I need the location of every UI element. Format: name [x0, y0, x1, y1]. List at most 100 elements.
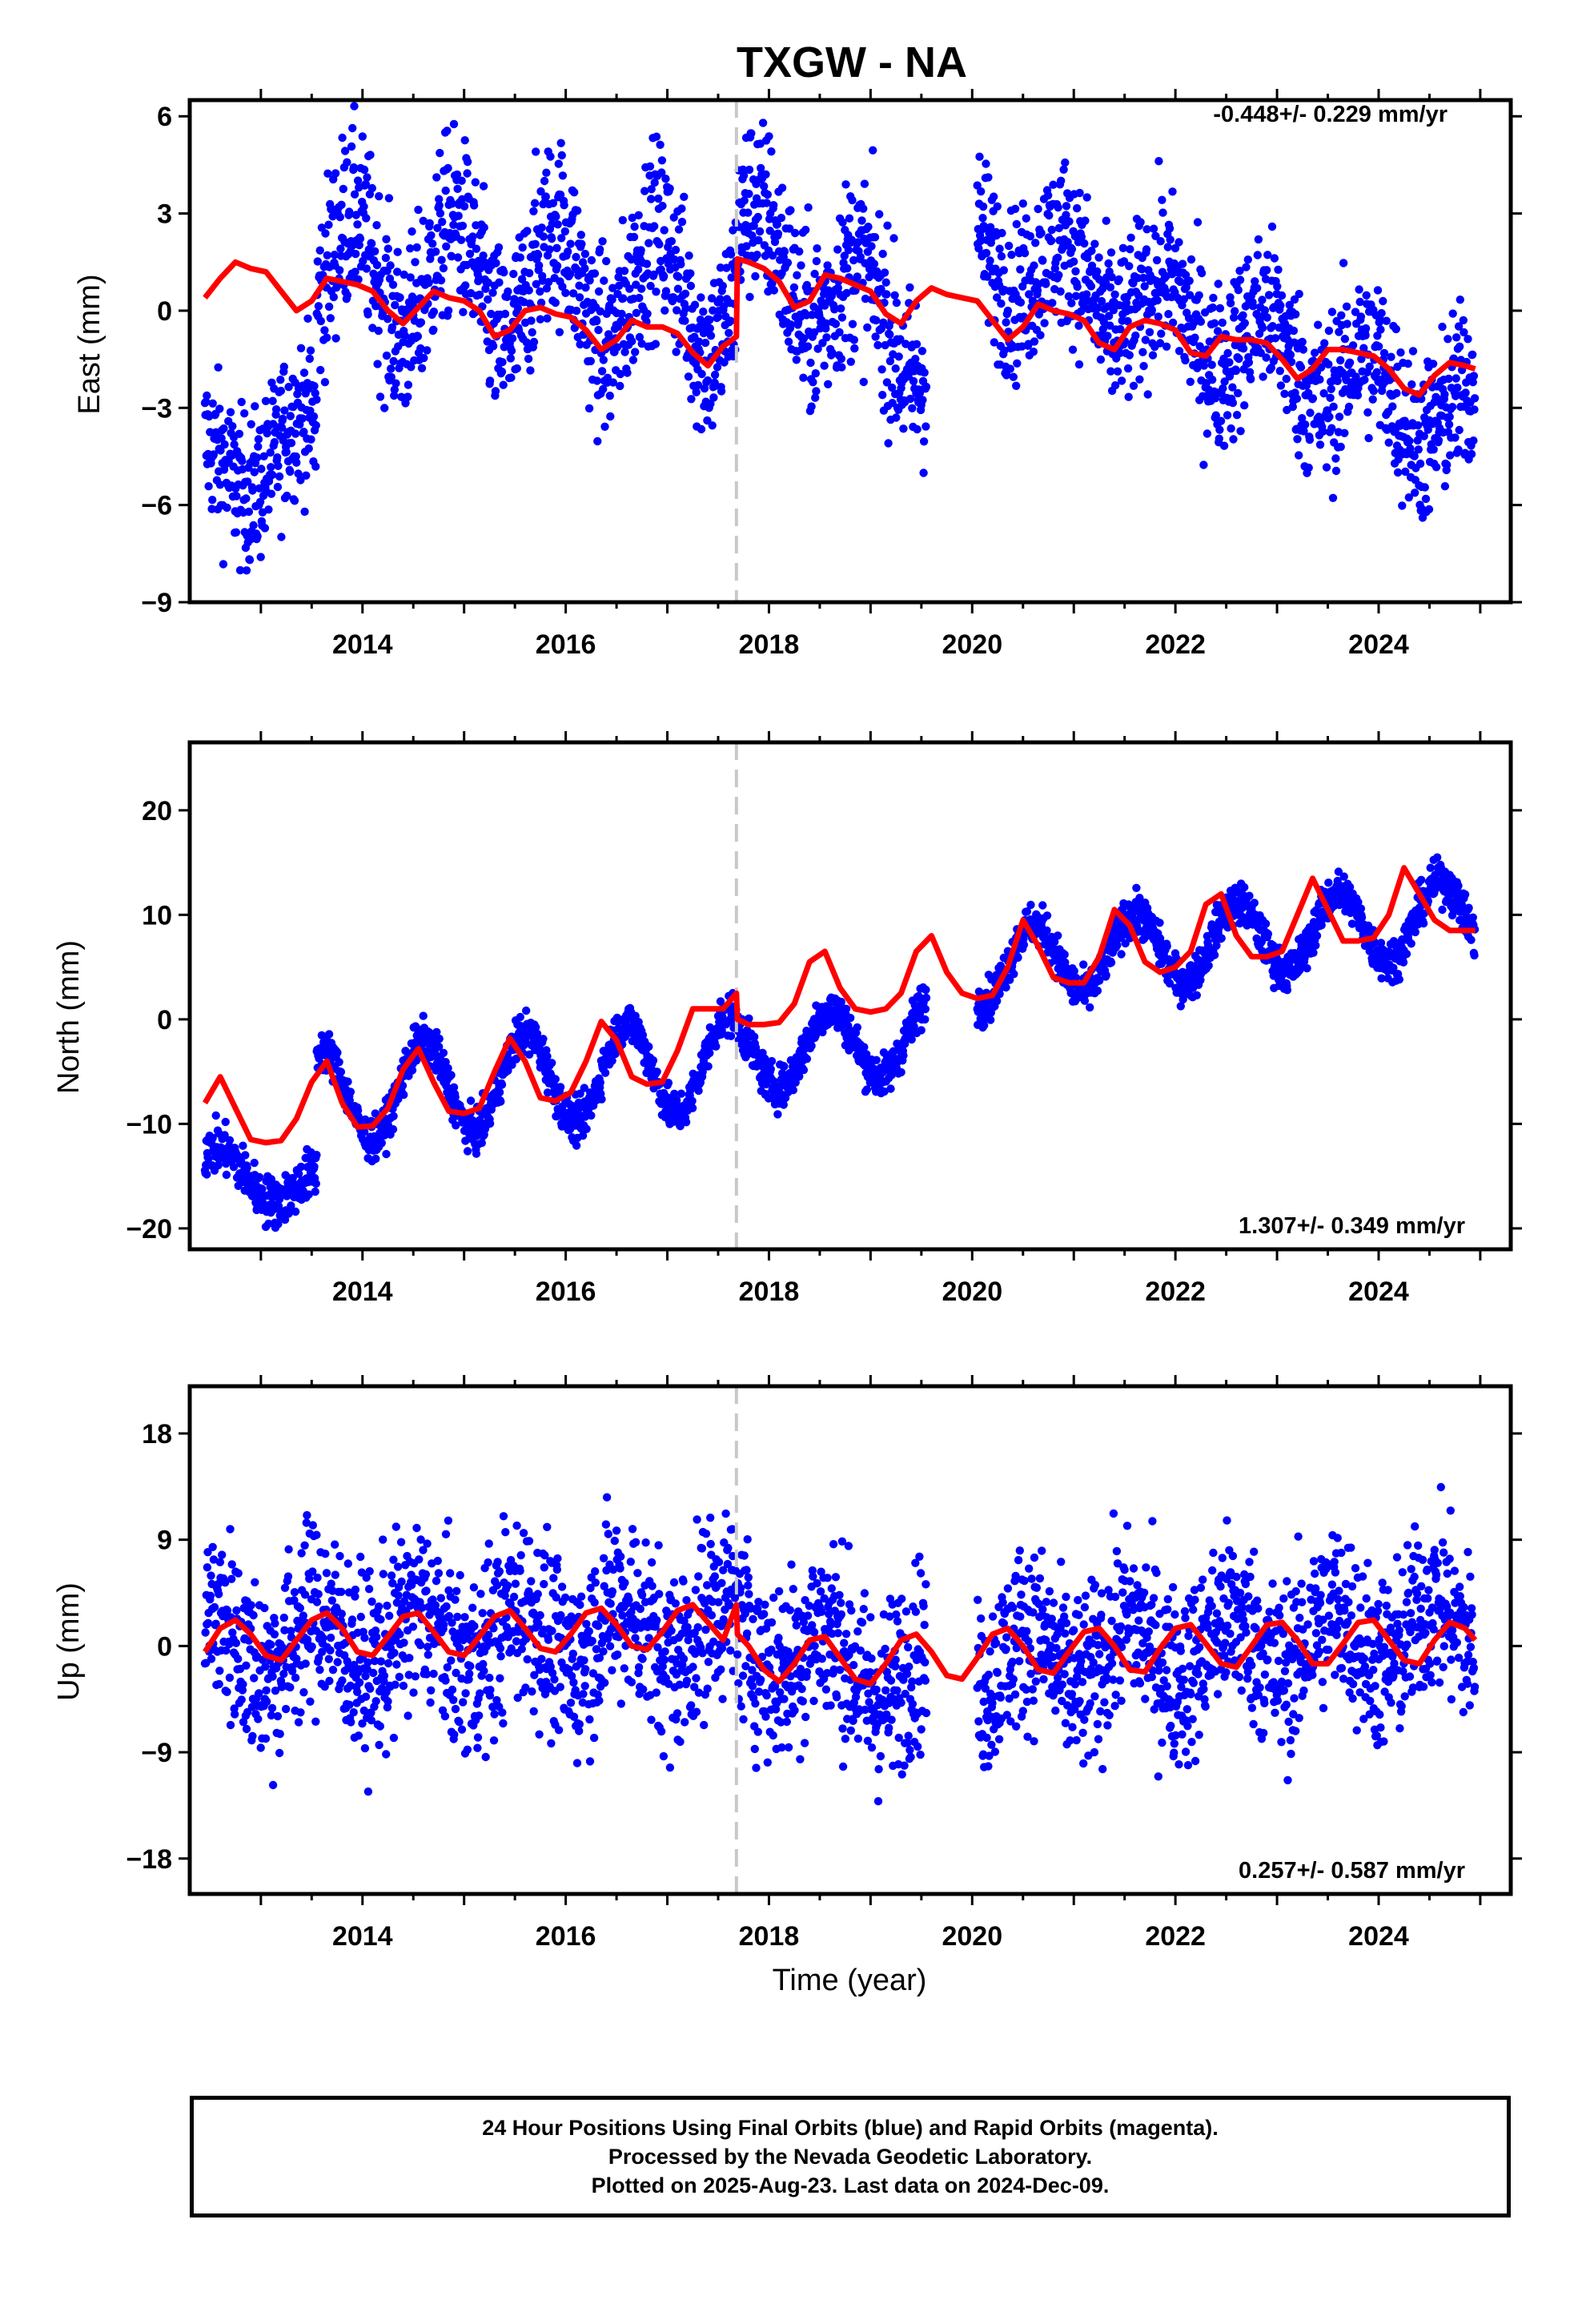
east-data-point [554, 159, 563, 168]
east-data-point [500, 309, 510, 319]
east-data-point [708, 421, 717, 430]
east-data-point [1117, 376, 1126, 385]
east-y-tick-label: −9 [141, 588, 172, 618]
east-data-point [1080, 239, 1089, 248]
east-data-point [314, 302, 323, 311]
east-model-line [203, 255, 1476, 398]
east-data-point [592, 316, 601, 326]
east-data-point [640, 187, 649, 195]
east-data-point [1154, 157, 1163, 166]
east-data-point [254, 435, 263, 444]
east-data-point [1411, 489, 1419, 497]
east-data-point [1125, 262, 1134, 271]
east-data-point [1118, 243, 1128, 252]
east-data-point [393, 267, 402, 276]
east-data-point [363, 173, 371, 182]
east-data-point [684, 372, 693, 381]
east-data-point [598, 237, 607, 246]
east-data-point [406, 273, 415, 282]
east-data-point [1239, 311, 1247, 320]
east-data-point [1341, 384, 1350, 394]
east-data-point [701, 338, 710, 348]
east-data-point [1404, 493, 1414, 502]
east-data-point [516, 253, 524, 262]
east-data-point [792, 356, 801, 364]
east-data-point [751, 271, 760, 281]
east-data-point [311, 388, 319, 398]
east-data-point [425, 219, 434, 227]
east-data-point [978, 214, 987, 223]
east-data-point [1373, 332, 1382, 340]
east-data-point [812, 387, 821, 396]
east-data-point [754, 235, 763, 245]
east-data-point [784, 337, 793, 346]
east-data-point [1115, 348, 1125, 357]
east-data-point [479, 251, 488, 260]
east-data-point [1282, 374, 1291, 384]
east-data-point [1286, 350, 1295, 360]
east-data-point [546, 152, 555, 161]
east-data-point [1414, 421, 1423, 430]
east-data-point [1215, 304, 1225, 313]
east-data-point [255, 497, 265, 506]
east-data-point [383, 244, 392, 253]
east-data-point [603, 373, 612, 382]
east-data-point [299, 368, 309, 377]
east-data-point [1263, 266, 1271, 275]
north-data-point [1204, 961, 1213, 971]
north-data-points [200, 853, 1480, 1232]
east-data-point [1106, 283, 1115, 292]
east-data-point [799, 334, 809, 343]
north-data-point [1026, 900, 1035, 910]
east-data-point [1081, 216, 1090, 225]
east-data-point [1379, 296, 1387, 306]
north-data-point [677, 1089, 686, 1098]
north-data-point [291, 1207, 300, 1216]
east-data-point [261, 396, 271, 405]
east-data-point [351, 267, 359, 276]
east-data-point [1186, 377, 1195, 386]
north-data-point [447, 1071, 456, 1080]
east-data-point [1147, 305, 1157, 315]
east-data-point [423, 346, 432, 355]
east-data-point [1216, 416, 1226, 425]
east-data-point [1125, 351, 1134, 360]
east-data-point [294, 469, 303, 478]
east-data-point [361, 179, 370, 189]
east-data-point [620, 348, 629, 356]
east-data-point [257, 464, 266, 473]
east-data-point [1351, 372, 1360, 381]
east-data-point [1197, 268, 1207, 278]
east-data-point [993, 202, 1002, 211]
north-data-point [435, 1034, 444, 1043]
east-data-point [1376, 325, 1385, 334]
east-x-tick-label: 2016 [536, 629, 596, 660]
east-data-point [436, 209, 445, 218]
east-data-point [1289, 326, 1299, 336]
east-data-point [773, 219, 781, 229]
north-data-point [921, 1015, 930, 1024]
east-data-point [1054, 253, 1062, 262]
east-data-point [208, 399, 217, 408]
east-data-point [1460, 328, 1468, 337]
east-data-point [837, 363, 846, 372]
east-data-point [877, 365, 886, 374]
east-data-point [284, 383, 293, 392]
east-data-point [561, 288, 570, 297]
east-data-point [1012, 219, 1022, 229]
north-data-point [243, 1164, 251, 1172]
east-data-point [631, 348, 640, 356]
east-data-point [323, 169, 332, 178]
east-data-point [437, 255, 446, 264]
east-data-point [745, 189, 753, 199]
east-data-point [1140, 282, 1149, 291]
east-data-point [374, 326, 383, 336]
east-data-point [1000, 346, 1009, 355]
east-data-point [529, 337, 539, 347]
east-data-point [646, 281, 655, 291]
east-data-point [896, 335, 905, 344]
east-data-point [556, 191, 565, 199]
east-data-point [1440, 390, 1449, 399]
east-data-point [539, 232, 548, 241]
east-data-point [207, 505, 216, 513]
